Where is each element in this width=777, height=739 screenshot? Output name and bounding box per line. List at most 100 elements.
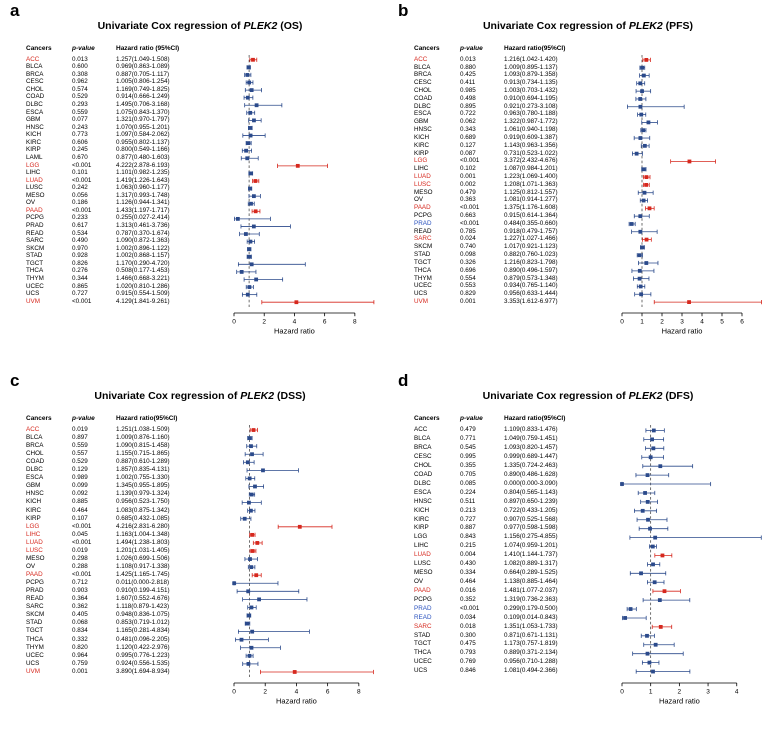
forest-row: STAD 0.300 0.871(0.671-1.131) [414,631,620,640]
hazard-ratio-ci: 1.126(0.944-1.341) [116,199,170,207]
p-value: 0.773 [72,131,88,139]
hazard-ratio-ci: 1.005(0.806-1.254) [116,78,170,86]
cancer-label: UCS [414,290,428,298]
hazard-ratio-ci: 0.879(0.573-1.348) [504,274,558,282]
p-value: 0.293 [72,101,88,108]
forest-row: ESCA 0.559 1.075(0.843-1.370) [26,109,232,117]
forest-row: THCA 0.696 0.890(0.496-1.597) [414,267,620,275]
hr-marker [247,653,252,658]
hr-marker [248,239,253,244]
p-value: 0.834 [72,627,88,635]
hazard-ratio-ci: 0.919(0.609-1.387) [504,133,558,141]
hr-marker [248,186,252,191]
cancer-label: TGCT [414,258,432,266]
hr-marker [246,613,251,618]
cancer-label: LUSC [26,546,43,554]
hazard-ratio-ci: 0.887(0.705-1.117) [116,70,170,78]
hr-marker [245,460,250,465]
forest-row: UCS 0.759 0.924(0.556-1.535) [26,660,232,668]
hr-marker [246,662,251,666]
p-value: 0.344 [72,274,88,282]
hazard-ratio-ci: 0.887(0.610-1.289) [116,458,170,466]
cancer-label: LUAD [26,538,43,546]
ci-bar [643,437,665,442]
hazard-ratio-ci: 1.216(0.823-1.798) [504,258,558,266]
cancer-label: SKCM [26,244,45,252]
cancer-label: DLBC [414,102,431,110]
hazard-ratio-ci: 0.913(0.734-1.135) [504,79,558,87]
ci-bar [645,446,665,451]
cancer-label: GBM [414,118,429,126]
ci-bar [244,72,252,78]
p-value: 0.276 [72,267,88,275]
ci-bar [635,89,652,94]
hazard-ratio-ci: 1.020(0.810-1.286) [116,282,170,290]
hazard-ratio-ci: 1.494(1.238-1.803) [116,538,170,546]
cancer-label: MESO [26,554,45,562]
hazard-ratio-ci: 3.890(1.694-8.934) [116,667,170,675]
p-value: 0.771 [460,435,476,443]
x-tick-label: 0 [620,689,624,696]
cancer-label: THCA [414,649,432,657]
hazard-ratio-ci: 0.109(0.014-0.843) [504,613,558,621]
hazard-ratio-ci: 1.109(0.833-1.476) [504,426,558,434]
hazard-ratio-ci: 0.877(0.480-1.603) [116,153,170,161]
p-value: 0.846 [460,667,476,675]
hazard-ratio-ci: 1.063(0.960-1.177) [116,184,170,192]
ci-bar [246,468,299,473]
hazard-ratio-ci: 0.955(0.802-1.137) [116,138,170,146]
hr-marker [648,455,653,460]
p-value: <0.001 [72,571,92,578]
hr-marker [662,589,667,594]
ci-bar [641,660,660,665]
hazard-ratio-ci: 0.890(0.486-1.628) [504,470,558,478]
p-value: 0.722 [460,110,476,118]
hazard-ratio-ci: 1.481(1.077-2.037) [504,586,558,594]
ci-bar [643,642,675,647]
cancer-label: UCEC [414,658,432,666]
hr-marker [640,508,645,513]
p-value: 0.425 [460,71,476,79]
p-value: 0.705 [460,470,476,478]
hr-marker [638,136,643,140]
hazard-ratio-ci: 1.083(0.875-1.342) [116,506,170,514]
ci-bar [629,535,762,540]
ci-bar [240,156,259,161]
hr-marker [247,247,252,252]
panel-os: a Univariate Cox regression of PLEK2 (OS… [10,1,388,368]
hr-marker [239,270,244,274]
cancer-label: PRAD [414,219,432,227]
cancers-header: Cancers [414,45,440,52]
ci-bar [237,262,306,267]
hr-marker [239,637,244,642]
title-suffix: (DFS) [662,390,694,402]
forest-row: BLCA 0.600 0.969(0.863-1.089) [26,63,232,72]
cancer-label: LAML [26,153,43,161]
title-prefix: Univariate Cox regression of [97,20,244,32]
hazard-ratio-ci: 0.804(0.565-1.143) [504,488,558,496]
hazard-ratio-ci: 1.009(0.876-1.160) [116,433,170,441]
p-value: 0.606 [72,138,88,146]
forest-row: KIRP 0.887 0.977(0.598-1.598) [414,524,620,533]
p-value: 0.018 [460,622,476,630]
hazard-ratio-ci: 0.853(0.719-1.012) [116,619,170,627]
forest-row: CESC 0.411 0.913(0.734-1.135) [414,79,620,87]
forest-row: MESO 0.334 0.664(0.289-1.525) [414,569,620,578]
p-value: 0.364 [72,595,88,603]
cancer-label: OV [26,562,36,570]
p-value: 0.224 [460,488,476,496]
p-value: 0.430 [460,560,476,568]
hazard-ratio-ci: 1.026(0.699-1.506) [116,554,170,562]
hazard-ratio-ci: 1.143(0.963-1.356) [504,141,558,149]
cancer-label: KIRC [414,141,430,149]
cancer-label: UCS [26,290,40,298]
hazard-ratio-ci: 0.995(0.776-1.223) [116,651,170,659]
ci-bar [237,629,310,634]
forest-row: BRCA 0.559 1.090(0.815-1.458) [26,442,232,450]
p-value: 0.213 [460,506,476,514]
forest-row: PAAD <0.001 1.425(1.165-1.745) [26,571,232,579]
ci-bar [642,598,691,603]
p-value: 0.689 [460,133,476,141]
ci-bar [242,133,266,138]
ci-bar [243,460,255,465]
